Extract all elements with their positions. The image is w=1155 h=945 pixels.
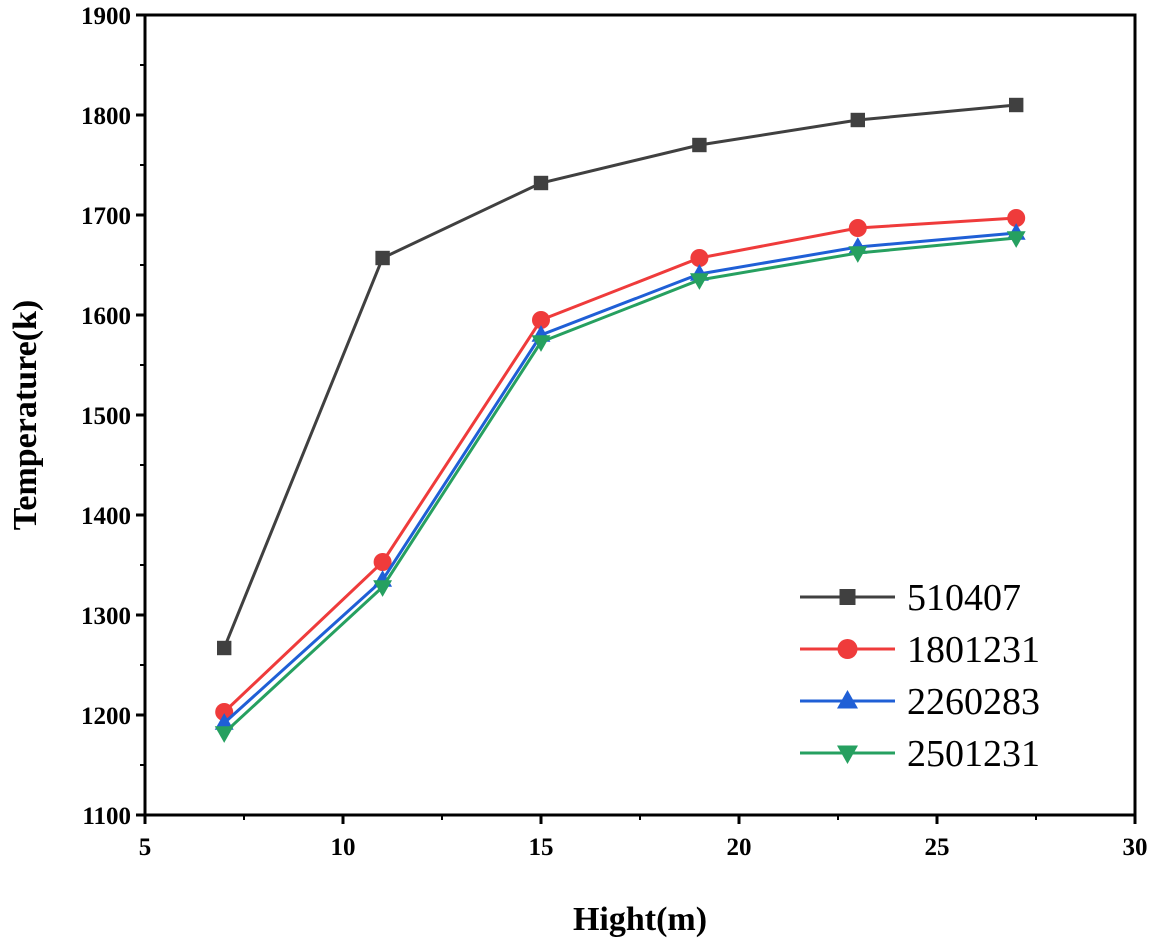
y-tick-label: 1300 (81, 603, 131, 630)
legend-label: 1801231 (907, 629, 1040, 671)
x-tick-label: 10 (331, 834, 356, 861)
legend-marker (839, 589, 856, 605)
series-510407 (217, 97, 1024, 656)
data-point-2501231 (689, 273, 709, 290)
data-point-1801231 (1007, 209, 1026, 227)
y-tick-label: 1200 (81, 703, 131, 730)
y-axis-title: Temperature(k) (7, 300, 44, 530)
data-point-2260283 (214, 713, 234, 730)
x-axis-title: Hight(m) (573, 901, 707, 938)
x-tick-label: 30 (1123, 834, 1148, 861)
data-point-2501231 (373, 580, 393, 597)
x-tick-label: 15 (529, 834, 554, 861)
series-2501231 (214, 231, 1026, 743)
data-point-1801231 (373, 553, 392, 571)
data-point-510407 (375, 250, 390, 266)
data-point-510407 (692, 137, 707, 153)
y-tick-label: 1600 (81, 303, 131, 330)
legend-entry-510407: 510407 (800, 577, 1021, 619)
data-point-1801231 (690, 249, 709, 267)
data-point-2501231 (848, 246, 868, 263)
y-tick-label: 1900 (81, 3, 131, 30)
series-line-2501231 (223, 236, 1017, 735)
x-tick-label: 20 (727, 834, 752, 861)
axes-layer: 5 10 15 20 25 30 1100 1200 1300 1400 1500 1600 1700 1… (81, 3, 1148, 861)
series-line-2260283 (223, 231, 1017, 725)
y-tick-label: 1500 (81, 403, 131, 430)
data-point-510407 (850, 112, 865, 128)
data-point-1801231 (215, 703, 234, 721)
y-tick-label: 1800 (81, 103, 131, 130)
data-point-510407 (217, 640, 232, 656)
series-layer (214, 97, 1026, 743)
legend-marker (837, 690, 858, 709)
legend-label: 510407 (907, 577, 1021, 619)
x-tick-label: 5 (139, 834, 152, 861)
y-tick-label: 1400 (81, 503, 131, 530)
legend-entry-1801231: 1801231 (800, 629, 1040, 671)
legend-label: 2501231 (907, 733, 1040, 775)
series-line-510407 (222, 103, 1017, 649)
series-line-1801231 (223, 216, 1017, 714)
y-tick-label: 1100 (82, 803, 131, 830)
data-point-2501231 (1006, 231, 1026, 248)
data-point-1801231 (848, 219, 867, 237)
x-tick-label: 25 (925, 834, 950, 861)
legend-entry-2501231: 2501231 (800, 733, 1040, 775)
legend: 510407 1801231 2260283 2501231 (800, 577, 1040, 775)
data-point-510407 (1009, 97, 1024, 113)
legend-marker (837, 639, 858, 659)
legend-label: 2260283 (907, 681, 1040, 723)
data-point-1801231 (532, 311, 550, 329)
data-point-510407 (533, 175, 549, 191)
y-tick-label: 1700 (81, 203, 131, 230)
data-point-2501231 (214, 726, 234, 743)
legend-entry-2260283: 2260283 (800, 681, 1040, 723)
series-1801231 (215, 209, 1026, 721)
legend-marker (837, 745, 858, 764)
data-point-2501231 (531, 335, 551, 352)
series-2260283 (214, 223, 1026, 730)
